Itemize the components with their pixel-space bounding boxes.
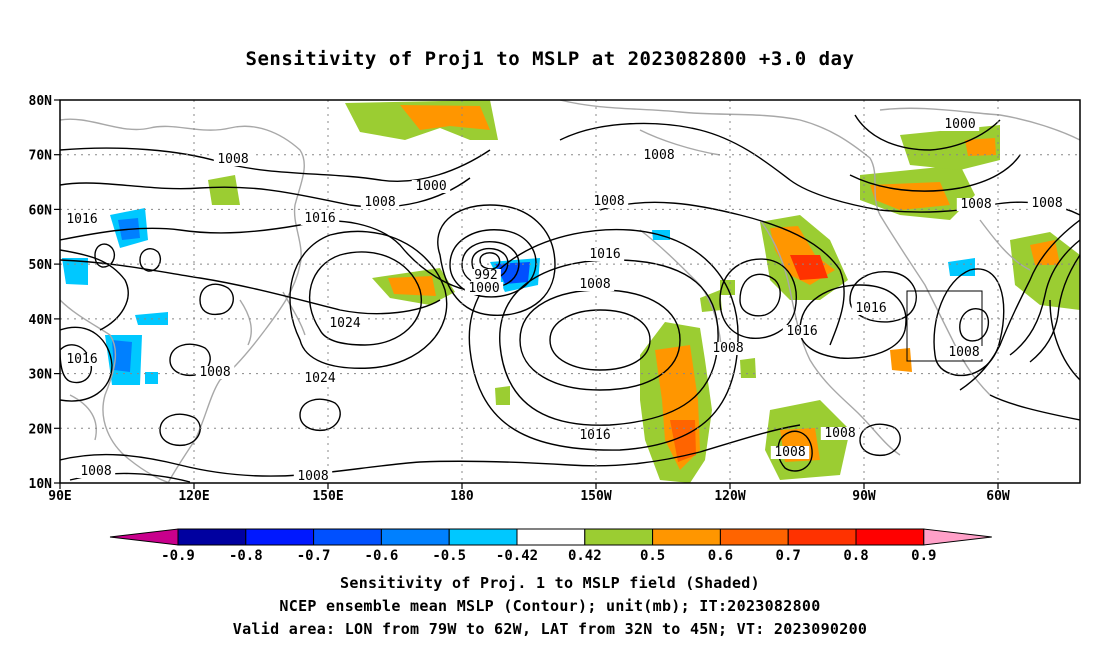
lon-label: 150W <box>580 489 611 504</box>
contour-label: 1016 <box>66 212 97 227</box>
contour-label: 1008 <box>80 464 111 479</box>
contour-label: 1024 <box>329 316 360 331</box>
contour-label: 1008 <box>712 341 743 356</box>
contour-label: 1016 <box>786 324 817 339</box>
colorbar-swatch <box>719 528 789 546</box>
mslp-contours <box>60 114 1080 483</box>
colorbar-label: 0.6 <box>708 548 733 564</box>
caption-valid-area: Valid area: LON from 79W to 62W, LAT fro… <box>232 620 868 638</box>
sensitivity-shading <box>62 100 1080 483</box>
colorbar: -0.9 -0.8 -0.7 -0.6 -0.5 -0.42 0.42 0.5 0.6 0.7 0.… <box>109 528 992 564</box>
colorbar-swatch <box>787 528 857 546</box>
contour-label: 1000 <box>944 117 975 132</box>
contour-label: 1008 <box>199 365 230 380</box>
colorbar-label: 0.7 <box>776 548 801 564</box>
colorbar-swatch-left-arrow <box>109 528 179 546</box>
valid-area-box <box>906 290 983 362</box>
contour-label: 1016 <box>579 428 610 443</box>
colorbar-swatch <box>380 528 450 546</box>
colorbar-swatch <box>245 528 315 546</box>
colorbar-swatch-right-arrow <box>923 528 992 546</box>
lon-label: 60W <box>986 489 1010 504</box>
colorbar-label: 0.5 <box>640 548 665 564</box>
lat-label: 80N <box>29 94 53 109</box>
contour-label: 1008 <box>948 345 979 360</box>
contour-label: 1000 <box>468 281 499 296</box>
colorbar-swatch <box>448 528 518 546</box>
lon-label: 180 <box>450 489 474 504</box>
chart-title: Sensitivity of Proj1 to MSLP at 20230828… <box>245 48 855 70</box>
colorbar-label: -0.8 <box>229 548 263 564</box>
contour-label: 1016 <box>304 211 335 226</box>
colorbar-swatch <box>313 528 382 546</box>
contour-label: 1008 <box>593 194 624 209</box>
colorbar-swatch <box>584 528 654 546</box>
caption-shaded: Sensitivity of Proj. 1 to MSLP field (Sh… <box>340 574 760 592</box>
contour-label: 1008 <box>217 152 248 167</box>
lat-label: 70N <box>29 149 53 164</box>
lon-label: 90W <box>852 489 876 504</box>
contour-labels: 1008100010081016101610081000992102410161… <box>62 117 1067 484</box>
lat-label: 10N <box>29 477 53 492</box>
contour-label: 1008 <box>643 148 674 163</box>
contour-label: 1016 <box>589 247 620 262</box>
contour-label: 1016 <box>855 301 886 316</box>
contour-label: 1000 <box>415 179 446 194</box>
colorbar-label: 0.8 <box>843 548 868 564</box>
lon-label: 120E <box>178 489 209 504</box>
colorbar-label: -0.5 <box>432 548 466 564</box>
colorbar-swatch <box>516 528 586 546</box>
lon-label: 120W <box>714 489 745 504</box>
lon-label: 150E <box>312 489 343 504</box>
caption-contour: NCEP ensemble mean MSLP (Contour); unit(… <box>279 597 821 615</box>
map-frame <box>59 99 1081 484</box>
colorbar-swatch <box>177 528 247 546</box>
contour-label: 1008 <box>774 445 805 460</box>
colorbar-label: -0.7 <box>297 548 331 564</box>
contour-label: 1016 <box>66 352 97 367</box>
colorbar-label: -0.9 <box>161 548 195 564</box>
lat-label: 20N <box>29 422 53 437</box>
colorbar-label: -0.42 <box>496 548 538 564</box>
colorbar-swatch <box>652 528 721 546</box>
colorbar-label: 0.9 <box>911 548 936 564</box>
contour-label: 1008 <box>960 197 991 212</box>
colorbar-swatch <box>855 528 925 546</box>
colorbar-label: 0.42 <box>568 548 602 564</box>
lat-label: 40N <box>29 313 53 328</box>
contour-label: 1008 <box>297 469 328 484</box>
contour-label: 1008 <box>364 195 395 210</box>
lat-label: 30N <box>29 368 53 383</box>
lat-label: 50N <box>29 258 53 273</box>
colorbar-label: -0.6 <box>365 548 399 564</box>
lat-label: 60N <box>29 203 53 218</box>
contour-label: 1008 <box>824 426 855 441</box>
contour-label: 1008 <box>579 277 610 292</box>
contour-label: 992 <box>474 268 497 283</box>
contour-label: 1008 <box>1031 196 1062 211</box>
lon-label: 90E <box>48 489 71 504</box>
contour-label: 1024 <box>304 371 335 386</box>
